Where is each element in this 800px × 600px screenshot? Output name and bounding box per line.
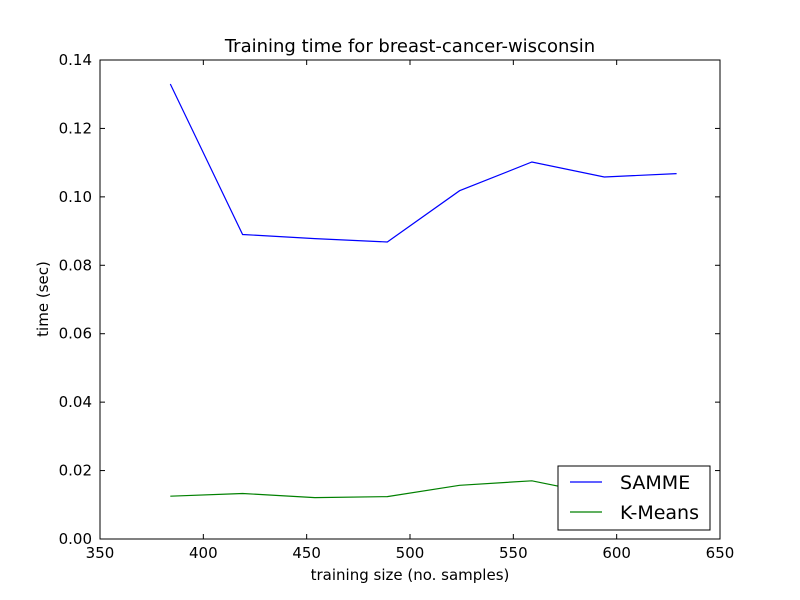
x-tick-label: 600 [602,544,631,562]
y-tick-label: 0.02 [59,462,92,480]
legend-label-samme: SAMME [620,472,690,494]
x-tick-label: 400 [189,544,218,562]
series-line-samme [169,83,677,243]
y-axis-label: time (sec) [34,261,52,337]
y-tick-label: 0.10 [59,188,92,206]
x-tick-label: 650 [706,544,735,562]
x-tick-label: 450 [292,544,321,562]
x-tick-label: 500 [396,544,425,562]
y-tick-label: 0.14 [59,51,92,69]
series-layer [169,83,677,499]
axis-ticks: 350 400 450 500 550 600 650 0.00 0.02 0.04 0.06 0.0… [59,51,735,562]
y-tick-label: 0.08 [59,256,92,274]
legend-box [557,465,711,531]
x-axis-label: training size (no. samples) [311,566,510,584]
y-tick-label: 0.06 [59,325,92,343]
y-tick-label: 0.12 [59,119,92,137]
plot-frame [99,59,721,540]
legend: SAMME K-Means [557,465,711,531]
x-tick-label: 350 [86,544,115,562]
x-tick-label: 550 [499,544,528,562]
legend-label-k-means: K-Means [620,502,699,524]
y-tick-label: 0.04 [59,393,92,411]
y-tick-label: 0.00 [59,530,92,548]
chart-title: Training time for breast-cancer-wisconsi… [224,36,595,57]
